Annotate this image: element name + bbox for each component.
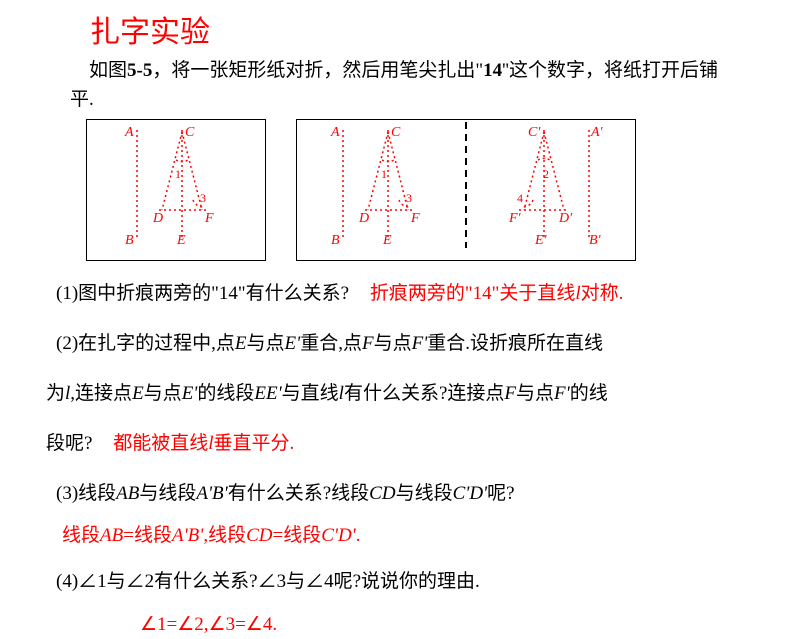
diagram-left-svg: A B C D E F 1 3 — [87, 120, 265, 250]
lbl-F: F — [204, 211, 214, 226]
q2-l1a: (2)在扎字的过程中,点 — [56, 333, 235, 354]
q3-tb: 与线段 — [139, 483, 196, 504]
q2-l2f: 有什么关系?连接点 — [344, 383, 504, 404]
q1-ans-a: 折痕两旁的"14"关于直线 — [370, 283, 576, 304]
q3-td: 与线段 — [396, 483, 453, 504]
lbl2-Fp: F' — [508, 211, 522, 226]
lbl2-Ep: E' — [534, 233, 548, 248]
lbl2-a3: 3 — [406, 191, 412, 205]
intro-prefix: 如图 — [89, 60, 127, 81]
lbl-C: C — [185, 125, 195, 140]
q2-l2e: 与直线 — [282, 383, 339, 404]
q3-ans-ApBp: A'B' — [172, 525, 203, 546]
q3-ans-b: ,线段 — [203, 525, 246, 546]
q2-l1b: 与点 — [247, 333, 285, 354]
q3-ans-a: 线段 — [62, 525, 100, 546]
q3-ans-eq2: = — [272, 525, 283, 546]
lbl-a1: 1 — [175, 167, 181, 181]
q2-Fp: F' — [412, 333, 428, 354]
diagram-right: A B C D E F 1 3 C' A' F' D' E' B' 2 4 — [296, 119, 636, 261]
q2-l2c: 与点 — [144, 383, 182, 404]
q2-l1e: 重合.设折痕所在直线 — [427, 333, 603, 354]
intro-qo: " — [475, 60, 483, 81]
q2-l1d: 与点 — [374, 333, 412, 354]
q3-CD: CD — [369, 483, 395, 504]
lbl2-Ap: A' — [590, 125, 604, 140]
lbl2-F: F — [410, 211, 420, 226]
q3-ans-CpDp: C'D' — [321, 525, 356, 546]
lbl2-Bp: B' — [589, 233, 602, 248]
q2-line2: 为l,连接点E与点E'的线段EE'与直线l有什么关系?连接点F与点F'的线 — [46, 376, 744, 412]
diagram-row: A B C D E F 1 3 — [86, 119, 744, 261]
q2-ans-a: 都能被直线 — [113, 433, 208, 454]
q4-answer: ∠1=∠2,∠3=∠4. — [140, 611, 744, 639]
intro-num: 14 — [483, 60, 502, 81]
diagram-left: A B C D E F 1 3 — [86, 119, 266, 261]
q3-ans-eq1: = — [123, 525, 134, 546]
lbl2-B: B — [331, 233, 340, 248]
q2-line1: (2)在扎字的过程中,点E与点E'重合,点F与点F'重合.设折痕所在直线 — [56, 326, 744, 362]
q2-l3a: 段呢? — [46, 433, 92, 454]
q4: (4)∠1与∠2有什么关系?∠3与∠4呢?说说你的理由. — [56, 564, 744, 600]
q2-E2: E — [132, 383, 144, 404]
q2-l2d: 的线段 — [197, 383, 254, 404]
q3-ApBp: A'B' — [196, 483, 227, 504]
lbl2-a4: 4 — [517, 191, 523, 205]
q2-l1c: 重合,点 — [300, 333, 362, 354]
lbl-E: E — [176, 233, 186, 248]
q3-ans-a3: 线段 — [283, 525, 321, 546]
lbl-B: B — [125, 233, 134, 248]
q3-ans-a2: 线段 — [134, 525, 172, 546]
q2-F2: F — [504, 383, 516, 404]
q1: (1)图中折痕两旁的"14"有什么关系? 折痕两旁的"14"关于直线l对称. — [56, 276, 744, 312]
lbl-a3: 3 — [200, 191, 206, 205]
intro-fignum: 5-5 — [127, 60, 152, 81]
q2-Ep: E' — [285, 333, 301, 354]
q2-l2g: 与点 — [516, 383, 554, 404]
q3-answer: 线段AB=线段A'B',线段CD=线段C'D'. — [62, 522, 744, 551]
lbl2-E: E — [382, 233, 392, 248]
q2-E: E — [235, 333, 247, 354]
q2-line3: 段呢? 都能被直线l垂直平分. — [46, 426, 744, 462]
lbl2-Dp: D' — [558, 211, 573, 226]
intro-rest1: ，将一张矩形纸对折，然后用笔尖扎出 — [152, 60, 475, 81]
q2-l2a: 为 — [46, 383, 65, 404]
lbl2-a1: 1 — [381, 167, 387, 181]
q3: (3)线段AB与线段A'B'有什么关系?线段CD与线段C'D'呢? — [56, 476, 744, 512]
q3-te: 呢? — [487, 483, 514, 504]
q3-AB: AB — [116, 483, 139, 504]
q2-l2b: ,连接点 — [70, 383, 132, 404]
q2-EEp: EE' — [254, 383, 281, 404]
lbl-A: A — [124, 125, 134, 140]
diagram-right-svg: A B C D E F 1 3 C' A' F' D' E' B' 2 4 — [297, 120, 635, 250]
lbl2-a2: 2 — [543, 167, 549, 181]
experiment-title: 扎字实验 — [90, 10, 744, 55]
q2-Ep2: E' — [182, 383, 198, 404]
q3-tc: 有什么关系?线段 — [228, 483, 369, 504]
lbl-D: D — [152, 211, 163, 226]
q3-ans-CD: CD — [246, 525, 272, 546]
lbl2-C: C — [391, 125, 401, 140]
lbl2-A: A — [330, 125, 340, 140]
q2-F: F — [362, 333, 374, 354]
q1-text: (1)图中折痕两旁的"14"有什么关系? — [56, 283, 349, 304]
q3-ans-AB: AB — [100, 525, 123, 546]
q2-answer: 都能被直线l垂直平分. — [113, 433, 294, 454]
lbl2-D: D — [358, 211, 369, 226]
q1-answer: 折痕两旁的"14"关于直线l对称. — [370, 283, 624, 304]
q1-ans-b: 对称. — [581, 283, 624, 304]
q3-ta: (3)线段 — [56, 483, 116, 504]
intro-text: 如图5-5，将一张矩形纸对折，然后用笔尖扎出"14''这个数字，将纸打开后铺平. — [70, 57, 734, 114]
intro-qc: '' — [502, 60, 509, 81]
lbl2-Cp: C' — [528, 125, 541, 140]
q2-ans-b: 垂直平分. — [213, 433, 294, 454]
q2-l2h: 的线 — [570, 383, 608, 404]
q3-CpDp: C'D' — [453, 483, 488, 504]
q4-text: (4)∠1与∠2有什么关系?∠3与∠4呢?说说你的理由. — [56, 571, 480, 592]
q2-Fp2: F' — [554, 383, 570, 404]
